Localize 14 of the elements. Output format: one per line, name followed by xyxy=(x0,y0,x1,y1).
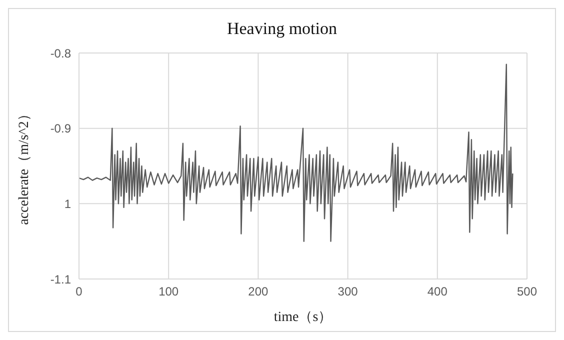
x-tick-label: 100 xyxy=(158,284,179,299)
x-axis-title: time（s） xyxy=(274,310,332,325)
x-tick-label: 400 xyxy=(427,284,448,299)
x-tick-label: 300 xyxy=(338,284,358,299)
y-tick-label: -1.1 xyxy=(50,272,72,286)
chart-title: Heaving motion xyxy=(226,19,338,40)
y-tick-label: -0.8 xyxy=(50,46,72,60)
x-tick-label: 200 xyxy=(248,284,269,299)
y-tick-label: 1 xyxy=(64,196,72,211)
y-tick-label: -0.9 xyxy=(50,122,72,136)
x-tick-label: 500 xyxy=(516,284,538,299)
line-series xyxy=(79,64,514,242)
x-tick-label: 0 xyxy=(76,284,83,299)
y-axis-title: accelerate（m/s^2） xyxy=(16,107,32,225)
